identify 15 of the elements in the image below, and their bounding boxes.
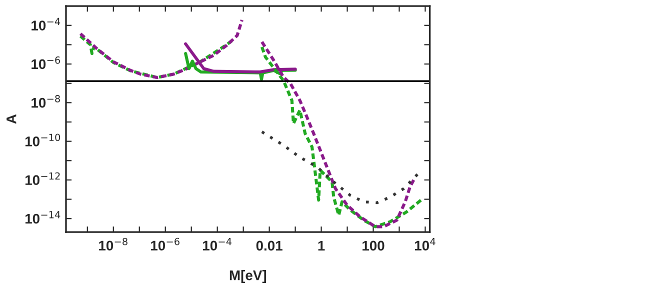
y-axis-title: A (6, 114, 16, 124)
x-tick-label: 0.01 (256, 240, 282, 251)
x-tick-label: 10$^{−8}$ (99, 238, 128, 251)
x-tick-label: 1 (318, 240, 325, 250)
x-tick-label: 10$^{4}$ (414, 238, 436, 251)
x-tick-label: 10$^{−4}$ (203, 238, 232, 251)
y-tick-label: 10$^{−6}$ (32, 56, 60, 70)
y-tick-label: 10$^{−4}$ (32, 18, 60, 30)
x-tick-label: 10$^{−6}$ (151, 238, 180, 251)
y-tick-label: 10$^{−8}$ (32, 95, 60, 108)
x-axis-title: M[eV] (230, 270, 266, 283)
y-tick-label: 10$^{−14}$ (25, 211, 60, 224)
x-tick-label: 100 (362, 240, 384, 251)
y-tick-label: 10$^{−10}$ (25, 134, 60, 146)
y-tick-label: 10$^{−12}$ (25, 172, 60, 186)
